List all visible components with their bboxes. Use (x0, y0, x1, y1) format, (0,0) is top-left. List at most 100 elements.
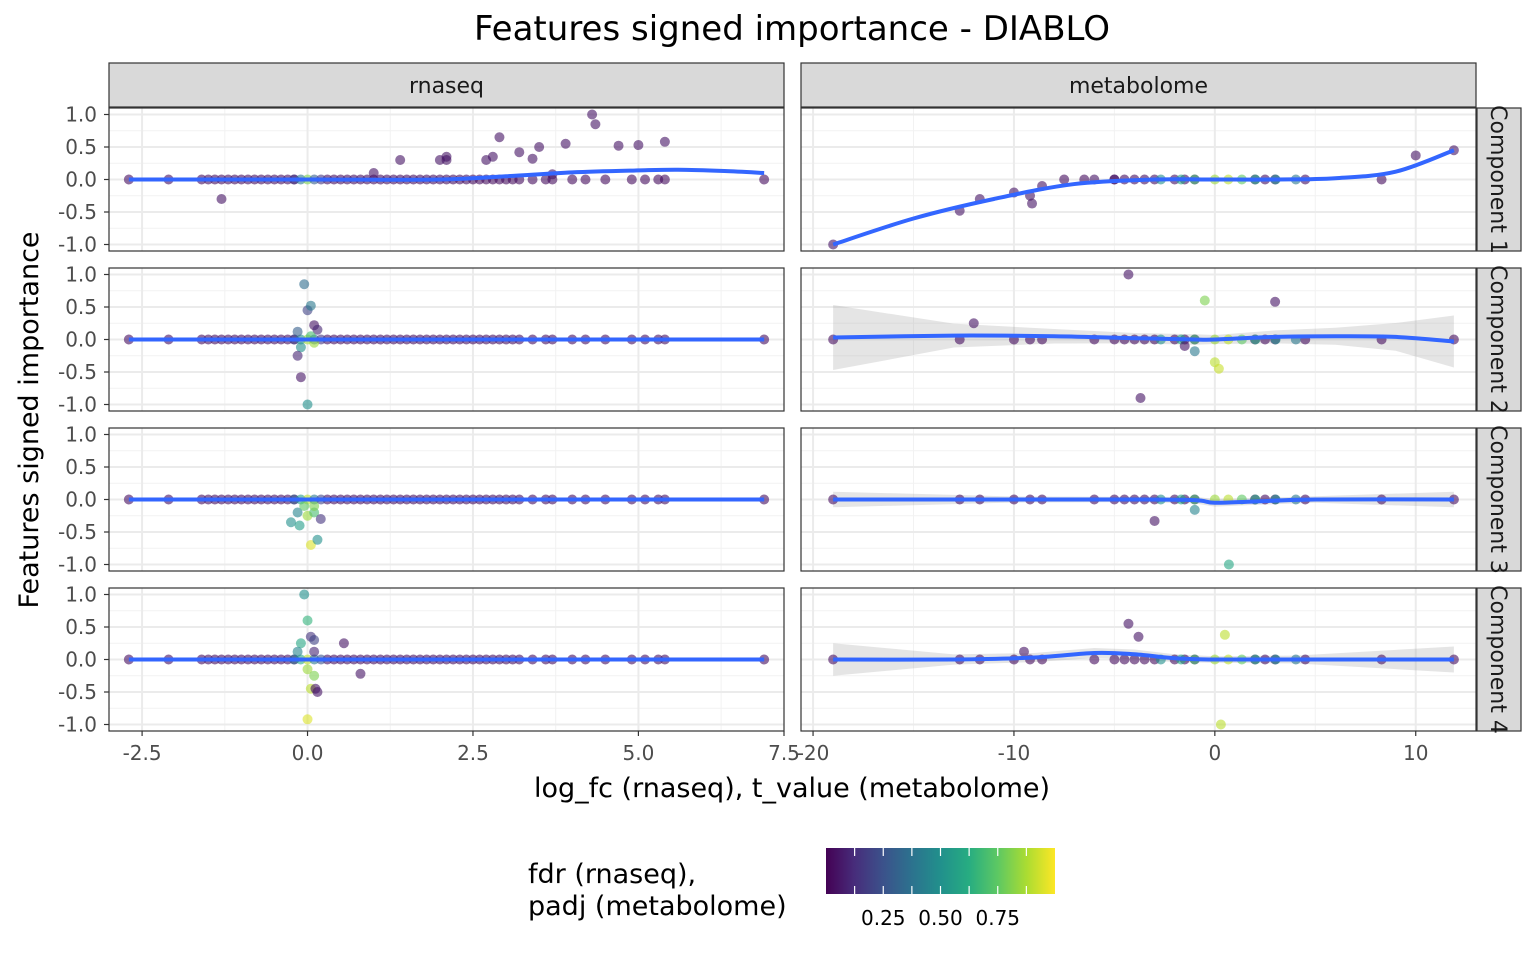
y-tick-label: -1.0 (58, 233, 97, 257)
panel-metabolome-2 (800, 267, 1477, 412)
panel-border (800, 587, 1477, 732)
legend-title-line-2: padj (metabolome) (528, 891, 787, 922)
legend-tick-label: 0.50 (918, 906, 963, 930)
data-point (1109, 654, 1120, 665)
y-axis-label: Features signed importance (14, 231, 45, 608)
data-point (1123, 269, 1134, 280)
data-point (309, 646, 320, 657)
data-point (1149, 515, 1160, 526)
data-point (1133, 631, 1144, 642)
facet-strip-label-row-1: Component 1 (1485, 105, 1510, 254)
color-legend: fdr (rnaseq), padj (metabolome) 0.25 0.50… (528, 848, 1055, 930)
panel-border (800, 427, 1477, 572)
x-tick-label: 0.0 (292, 741, 324, 765)
x-tick-label: 0 (1208, 741, 1221, 765)
y-tick-label: -1.0 (58, 553, 97, 577)
facet-strip-label-rnaseq: rnaseq (409, 74, 484, 99)
smooth-trend-line (832, 148, 1455, 247)
data-point (310, 683, 321, 694)
facet-strip-row-1 (1476, 107, 1522, 252)
data-point (1119, 654, 1130, 665)
y-tick-label: 1.0 (65, 263, 97, 287)
facet-strip-row-4 (1476, 587, 1522, 732)
facet-strip-label-metabolome: metabolome (1069, 74, 1208, 99)
data-point (216, 194, 227, 204)
data-point (292, 507, 303, 518)
data-point (302, 714, 313, 725)
data-point (590, 119, 601, 130)
data-point (527, 174, 538, 185)
data-point (299, 501, 310, 511)
data-point (487, 151, 498, 162)
panel-rnaseq-1: 1.0 0.5 0.0 -0.5 -1.0 (58, 103, 785, 257)
data-point (292, 646, 303, 657)
x-tick-label: 2.5 (457, 741, 489, 765)
smooth-trend-line (128, 167, 765, 182)
y-tick-label: 1.0 (65, 583, 97, 607)
y-tick-label: 0.5 (65, 615, 97, 639)
chart-title: Features signed importance - DIABLO (474, 9, 1110, 49)
data-point (1089, 654, 1100, 665)
data-point (441, 155, 452, 165)
x-tick-label: 5.0 (623, 741, 655, 765)
data-point (759, 174, 770, 185)
facet-strip-rnaseq (108, 62, 785, 108)
panel-metabolome-3 (800, 427, 1477, 572)
data-point (302, 615, 313, 626)
y-tick-label: -0.5 (58, 360, 97, 384)
data-point (1199, 295, 1210, 306)
y-tick-label: -0.5 (58, 200, 97, 224)
data-point (292, 326, 303, 337)
y-tick-label: 0.5 (65, 295, 97, 319)
data-point (560, 138, 571, 149)
data-point (613, 140, 624, 151)
facet-strip-metabolome (800, 62, 1477, 108)
y-tick-label: -1.0 (58, 393, 97, 417)
legend-tick-label: 0.75 (975, 906, 1020, 930)
data-point (1179, 341, 1190, 351)
data-point (1213, 363, 1224, 374)
legend-tick-label: 0.25 (861, 906, 906, 930)
data-point (1376, 174, 1387, 185)
data-point (659, 136, 670, 147)
data-point (633, 140, 644, 151)
x-tick-label: 10 (1403, 741, 1428, 765)
x-tick-label: 7.5 (768, 741, 800, 765)
data-point (600, 174, 611, 185)
panel-metabolome-1 (800, 107, 1477, 252)
data-point (312, 534, 323, 545)
data-point (299, 279, 310, 290)
data-point (640, 174, 651, 185)
data-point (285, 517, 296, 528)
y-tick-label: 0.5 (65, 135, 97, 159)
data-point (299, 589, 310, 600)
panel-border (800, 267, 1477, 412)
data-point (580, 174, 591, 185)
data-point (368, 168, 379, 178)
data-point (968, 318, 979, 329)
panel-rnaseq-3: 1.0 0.5 0.0 -0.5 -1.0 (58, 423, 785, 577)
data-point (309, 670, 320, 681)
panel-metabolome-4: -20 -10 0 10 (797, 587, 1477, 765)
data-point (1123, 618, 1134, 629)
data-point (567, 174, 578, 185)
panel-rnaseq-2: 1.0 0.5 0.0 -0.5 -1.0 (58, 263, 785, 417)
data-point (1189, 346, 1200, 357)
data-point (1135, 393, 1146, 403)
data-point (659, 174, 670, 185)
x-tick-label: -10 (998, 741, 1031, 765)
data-point (514, 147, 525, 158)
data-point (1215, 719, 1226, 730)
legend-title-line-1: fdr (rnaseq), (528, 859, 696, 890)
y-tick-label: -0.5 (58, 680, 97, 704)
data-point (302, 399, 313, 410)
data-point (338, 638, 349, 649)
x-tick-label: -20 (797, 741, 830, 765)
panel-rnaseq-4: 1.0 0.5 0.0 -0.5 -1.0 -2.5 0.0 2.5 5.0 7.5 (58, 583, 800, 766)
data-point (534, 142, 545, 152)
data-point (1410, 150, 1421, 161)
x-axis-label: log_fc (rnaseq), t_value (metabolome) (534, 773, 1050, 804)
data-point (295, 638, 306, 649)
data-point (1059, 174, 1070, 185)
data-point (302, 664, 313, 675)
